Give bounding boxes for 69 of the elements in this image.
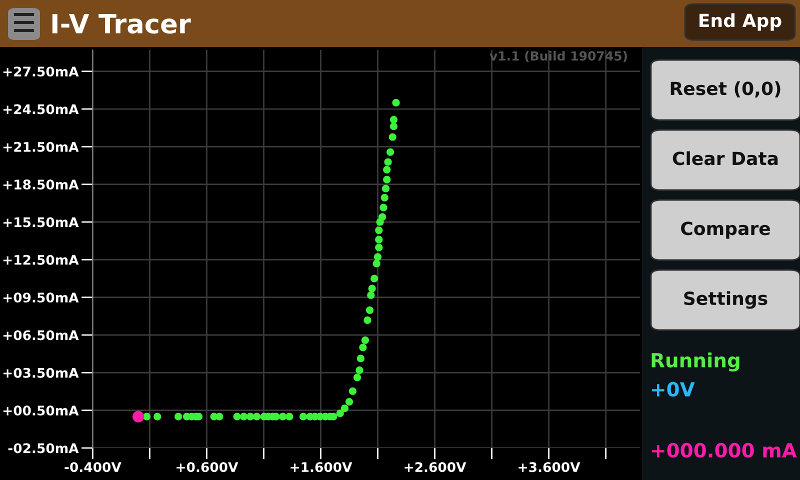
point — [378, 213, 386, 221]
chart-title: I-V Tracer — [52, 14, 191, 34]
point — [216, 412, 224, 420]
point — [246, 412, 254, 420]
annotation: v1.1 (Build 190745) — [490, 50, 627, 62]
point — [359, 344, 367, 352]
point — [390, 122, 398, 130]
point — [340, 404, 348, 412]
y-tick-label: +12.50mA — [3, 254, 79, 265]
y-tick-label: +06.50mA — [3, 330, 79, 340]
text: Clear Data — [672, 151, 778, 166]
y-tick-label: +27.50mA — [3, 66, 79, 77]
text: +0V — [652, 382, 695, 397]
point — [383, 176, 391, 184]
y-tick-label: +03.50mA — [3, 368, 79, 378]
text: Settings — [684, 291, 768, 309]
point — [240, 412, 248, 420]
point — [382, 184, 390, 192]
x-tick-label: +2.600V — [404, 462, 466, 472]
y-tick-label: -02.50mA — [8, 443, 79, 454]
point — [154, 412, 162, 420]
x-tick-label: -0.400V — [64, 462, 122, 472]
point — [380, 204, 388, 212]
point — [386, 148, 394, 156]
point — [388, 133, 396, 141]
point — [384, 158, 392, 166]
text: Reset (0,0) — [670, 81, 780, 98]
point — [367, 291, 375, 300]
text: Running — [652, 352, 740, 372]
point — [374, 253, 382, 261]
point — [252, 412, 261, 420]
point — [142, 412, 151, 420]
point — [356, 366, 364, 374]
x-tick-label: +3.600V — [518, 462, 580, 472]
text: Compare — [681, 222, 770, 239]
point — [392, 98, 400, 107]
point — [375, 226, 383, 234]
y-tick-label: +18.50mA — [3, 180, 79, 190]
point — [233, 412, 241, 420]
point — [370, 274, 378, 282]
x-tick-label: +1.600V — [290, 462, 352, 472]
point — [132, 410, 144, 422]
point — [375, 236, 383, 244]
point — [278, 412, 287, 420]
point — [348, 387, 356, 395]
point — [368, 284, 376, 292]
y-tick-label: +21.50mA — [3, 142, 79, 152]
y-tick-label: +09.50mA — [3, 292, 79, 303]
point — [375, 244, 383, 252]
point — [366, 306, 374, 314]
point — [390, 116, 398, 124]
point — [380, 194, 388, 202]
x-tick-label: +0.600V — [176, 462, 238, 472]
point — [364, 316, 372, 324]
point — [336, 410, 344, 418]
y-tick-label: +15.50mA — [3, 217, 79, 228]
y-tick-label: +00.50mA — [3, 406, 79, 416]
point — [299, 412, 308, 420]
y-tick-label: +24.50mA — [3, 104, 79, 114]
point — [383, 166, 391, 174]
point — [174, 412, 182, 420]
point — [286, 412, 294, 420]
text: End App — [700, 13, 782, 31]
point — [353, 374, 362, 382]
point — [372, 260, 380, 268]
point — [361, 336, 370, 344]
point — [356, 354, 364, 362]
text: +000.000 mA — [652, 442, 797, 458]
point — [345, 398, 354, 406]
